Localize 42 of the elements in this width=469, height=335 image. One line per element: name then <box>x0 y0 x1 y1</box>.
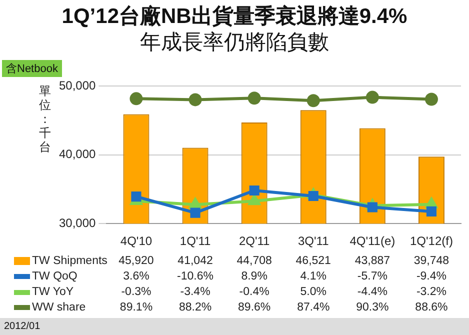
chart-subtitle: 年成長率仍將陷負數 <box>139 30 330 56</box>
chart-title: 1Q’12台廠NB出貨量季衰退將達9.4% <box>60 4 408 30</box>
y-tick-label: 40,000 <box>59 147 96 162</box>
data-label: 8.9% <box>241 270 268 283</box>
y-tick-label: 30,000 <box>59 216 96 230</box>
data-label: 3.6% <box>123 270 150 283</box>
data-label: -0.4% <box>239 286 270 298</box>
text: 2012/01 <box>0 318 469 335</box>
x-tick-label: 1Q'12(f) <box>410 234 453 248</box>
x-tick-label: 2Q'11 <box>238 234 270 248</box>
data-label: 45,920 <box>118 255 154 268</box>
x-tick-label: 4Q'11(e) <box>350 234 396 248</box>
text: 含Netbook <box>2 60 62 77</box>
data-label: -0.3% <box>121 286 152 298</box>
data-label: 43,887 <box>354 255 390 268</box>
legend-label: TW Shipments <box>32 255 108 268</box>
data-label: 87.4% <box>297 302 330 314</box>
data-label: 90.3% <box>356 302 389 314</box>
legend-label: TW QoQ <box>32 270 78 283</box>
data-label: -5.7% <box>357 270 388 283</box>
data-label: -3.2% <box>416 286 446 298</box>
x-tick-label: 3Q'11 <box>298 234 330 248</box>
data-label: 39,748 <box>414 255 450 268</box>
data-label: 5.0% <box>300 286 326 298</box>
data-label: 89.6% <box>238 302 271 314</box>
data-label: 88.2% <box>178 302 212 314</box>
data-label: 88.6% <box>415 302 448 314</box>
data-label: -9.4% <box>416 270 446 283</box>
x-tick-label: 4Q'10 <box>120 234 152 248</box>
data-label: -4.4% <box>357 286 388 298</box>
data-label: 46,521 <box>296 255 331 268</box>
x-tick-label: 1Q'11 <box>180 234 211 248</box>
data-label: -10.6% <box>177 270 214 283</box>
data-label: 4.1% <box>300 270 326 283</box>
data-label: -3.4% <box>180 286 210 298</box>
data-label: 89.1% <box>120 302 153 314</box>
y-axis-title: 單位：千台 <box>38 84 52 154</box>
data-label: 41,042 <box>178 255 213 268</box>
data-label: 44,708 <box>236 255 272 268</box>
legend-label: WW share <box>32 302 86 314</box>
y-tick-label: 50,000 <box>59 78 96 93</box>
legend-label: TW YoY <box>32 286 74 298</box>
